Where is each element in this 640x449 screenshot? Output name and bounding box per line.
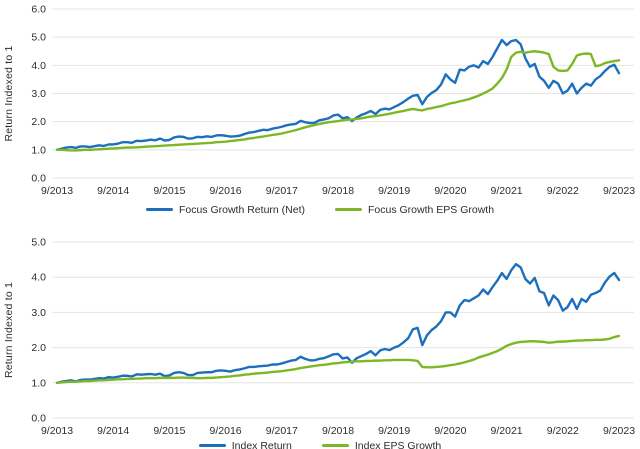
x-tick-label: 9/2022	[547, 185, 579, 197]
index-plot-area: 0.0 1.0 2.0 3.0 4.0 5.0 Return Indexed to 1 9/2…	[0, 230, 640, 438]
series-line	[55, 38, 621, 152]
x-tick-label: 9/2015	[153, 425, 185, 436]
x-tick-label: 9/2015	[153, 185, 185, 197]
x-tick-label: 9/2016	[210, 425, 242, 436]
focus-growth-chart: 0.0 1.0 2.0 3.0 4.0 5.0 6.0 Return Indexed to 1…	[0, 1, 640, 218]
chart-divider-space	[0, 218, 640, 230]
line-chart-svg: 0.0 1.0 2.0 3.0 4.0 5.0 Return Indexed to 1 9/2…	[3, 237, 635, 438]
x-tick-label: 9/2023	[603, 185, 635, 197]
x-tick-label: 9/2014	[97, 425, 129, 436]
y-tick-label: 5.0	[31, 237, 46, 249]
legend-label: Index EPS Growth	[354, 439, 442, 449]
x-tick-label: 9/2020	[434, 185, 466, 197]
y-tick-label: 3.0	[31, 307, 46, 319]
y-tick-label: 1.0	[31, 144, 46, 156]
x-tick-label: 9/2018	[322, 425, 354, 436]
series-line	[55, 334, 621, 385]
legend-label: Focus Growth EPS Growth	[368, 203, 495, 216]
y-axis-title: Return Indexed to 1	[3, 45, 15, 141]
legend-label: Focus Growth Return (Net)	[178, 203, 305, 216]
y-tick-label: 1.0	[31, 377, 46, 389]
y-tick-label: 0.0	[31, 173, 46, 185]
y-tick-label: 5.0	[31, 32, 46, 44]
focus-growth-legend: Focus Growth Return (Net) Focus Growth EP…	[0, 201, 640, 218]
legend-item: Index Return	[198, 439, 292, 449]
legend-item: Focus Growth EPS Growth	[335, 204, 494, 216]
index-legend: Index Return Index EPS Growth	[0, 437, 640, 449]
legend-item: Focus Growth Return (Net)	[145, 203, 305, 216]
y-tick-label: 6.0	[31, 4, 46, 16]
x-tick-label: 9/2020	[434, 425, 466, 436]
x-tick-label: 9/2014	[97, 185, 129, 197]
x-tick-label: 9/2023	[603, 425, 635, 436]
x-tick-label: 9/2017	[266, 185, 298, 197]
x-tick-label: 9/2016	[210, 185, 242, 197]
x-tick-label: 9/2022	[547, 425, 579, 436]
x-tick-label: 9/2019	[378, 185, 410, 197]
y-axis-title: Return Indexed to 1	[3, 282, 15, 378]
x-tick-label: 9/2021	[491, 425, 523, 436]
x-tick-label: 9/2013	[41, 425, 73, 436]
series-line	[55, 50, 621, 152]
legend-line-swatch	[335, 208, 362, 211]
x-tick-label: 9/2013	[41, 185, 73, 197]
legend-item: Index EPS Growth	[321, 439, 442, 449]
index-chart: 0.0 1.0 2.0 3.0 4.0 5.0 Return Indexed to 1 9/2…	[0, 230, 640, 449]
x-tick-label: 9/2021	[491, 185, 523, 197]
x-tick-label: 9/2018	[322, 185, 354, 197]
x-tick-label: 9/2019	[378, 425, 410, 436]
legend-label: Index Return	[231, 439, 292, 449]
y-tick-label: 4.0	[31, 60, 46, 72]
focus-growth-plot-area: 0.0 1.0 2.0 3.0 4.0 5.0 6.0 Return Indexed to 1…	[0, 1, 640, 200]
line-chart-svg: 0.0 1.0 2.0 3.0 4.0 5.0 6.0 Return Indexed to 1…	[3, 4, 635, 198]
x-tick-label: 9/2017	[266, 425, 298, 436]
y-tick-label: 2.0	[31, 342, 46, 354]
y-tick-label: 3.0	[31, 88, 46, 100]
y-tick-label: 4.0	[31, 272, 46, 284]
legend-line-swatch	[145, 208, 173, 211]
series-line	[55, 262, 621, 385]
legend-line-swatch	[321, 444, 349, 447]
y-tick-label: 0.0	[31, 413, 46, 425]
legend-line-swatch	[198, 444, 226, 447]
y-tick-label: 2.0	[31, 116, 46, 128]
